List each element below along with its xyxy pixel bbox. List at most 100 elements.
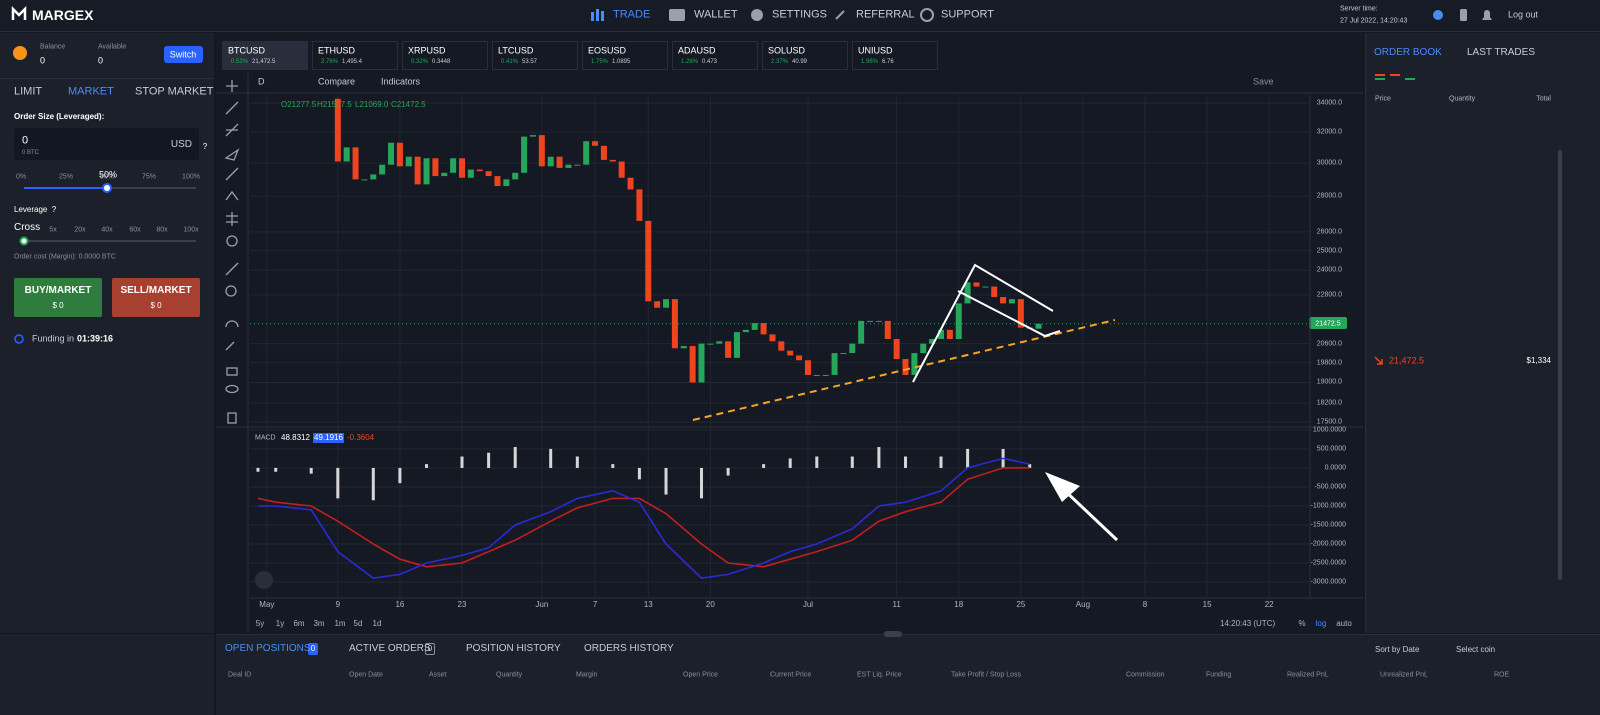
compare[interactable]: Compare — [318, 76, 356, 87]
label: MACD — [255, 434, 276, 442]
positions-tab[interactable]: ACTIVE ORDERS — [349, 643, 431, 654]
nav-link[interactable]: SETTINGS — [772, 8, 828, 21]
percent[interactable]: % — [1298, 619, 1306, 628]
order-tab[interactable]: STOP MARKET — [135, 85, 214, 98]
ticker-box[interactable] — [582, 41, 668, 70]
signal-line — [257, 467, 1030, 568]
macd-tick-label: -2000.0000 — [1310, 540, 1346, 548]
x-tick-label: Jul — [802, 600, 814, 609]
interval[interactable]: D — [258, 76, 265, 87]
save[interactable]: Save — [1253, 76, 1274, 87]
change: 2.37% — [771, 59, 789, 65]
arrow-shaft — [1060, 486, 1119, 542]
x-tick-label: 20 — [705, 600, 715, 609]
book-tab[interactable]: LAST TRADES — [1467, 47, 1535, 58]
nav-link[interactable]: WALLET — [694, 8, 738, 21]
range-button[interactable]: 1y — [275, 619, 285, 628]
y-tick-label: 32000.0 — [1316, 128, 1342, 136]
buy-button[interactable] — [14, 278, 102, 317]
symbol[interactable]: EOSUSD — [588, 45, 627, 56]
book-tab[interactable]: ORDER BOOK — [1374, 47, 1442, 58]
symbol[interactable]: ADAUSD — [678, 45, 716, 56]
range-button[interactable]: 5d — [353, 619, 363, 628]
y-tick-label: 24000.0 — [1316, 266, 1342, 274]
nav-link[interactable]: SUPPORT — [941, 8, 994, 21]
switch-button[interactable] — [164, 46, 203, 63]
ticker-box[interactable] — [492, 41, 578, 70]
order-tab[interactable]: LIMIT — [14, 85, 43, 98]
sort[interactable]: Sort by Date — [1375, 645, 1420, 654]
y-tick-label: 19000.0 — [1316, 378, 1342, 386]
logo: MARGEX — [32, 7, 94, 23]
order-size-input[interactable] — [14, 128, 199, 160]
range-button[interactable]: 5y — [255, 619, 265, 628]
macd-tick-label: 0.0000 — [1324, 464, 1346, 472]
ticker-box[interactable] — [672, 41, 758, 70]
positions-tab[interactable]: OPEN POSITIONS — [225, 643, 311, 654]
candle-body — [512, 172, 519, 180]
symbol[interactable]: LTCUSD — [498, 45, 534, 56]
auto[interactable]: auto — [1336, 619, 1352, 628]
logout[interactable]: Log out — [1508, 9, 1539, 20]
range-button[interactable]: 1d — [372, 619, 382, 628]
candle-body — [813, 374, 820, 376]
candle-body — [1000, 297, 1007, 304]
candle-body — [574, 164, 581, 166]
candle-body — [955, 303, 962, 340]
ticker-box[interactable] — [762, 41, 848, 70]
percent-slider-knob[interactable] — [102, 183, 112, 193]
sell-button[interactable] — [112, 278, 200, 317]
select-coin[interactable]: Select coin — [1456, 645, 1496, 654]
scroll-button[interactable] — [255, 571, 273, 589]
macd-histogram-bar — [425, 464, 429, 468]
positions-tab[interactable]: ORDERS HISTORY — [584, 643, 674, 654]
tab-underline — [0, 78, 214, 79]
price: 40.99 — [792, 59, 808, 65]
ticker-box[interactable] — [312, 41, 398, 70]
switch[interactable]: Switch — [169, 49, 197, 60]
price: 1,495.4 — [342, 59, 363, 65]
candle-body — [343, 147, 350, 162]
x-tick-label: 8 — [1142, 600, 1148, 609]
candle-body — [964, 282, 971, 304]
log[interactable]: log — [1315, 619, 1327, 628]
label[interactable]: BUY/MARKET — [24, 285, 92, 296]
book-column: Price — [1375, 95, 1391, 103]
badge — [308, 643, 318, 655]
ticker-box[interactable] — [402, 41, 488, 70]
nav-link[interactable]: TRADE — [613, 8, 651, 21]
y-tick-label: 19800.0 — [1316, 359, 1342, 367]
column-header: Deal ID — [228, 671, 252, 679]
last-price-box — [1309, 317, 1347, 329]
chart-panel — [216, 33, 1363, 633]
order-tab[interactable]: MARKET — [68, 85, 114, 98]
symbol[interactable]: SOLUSD — [768, 45, 806, 56]
funding-icon — [14, 334, 24, 344]
tab-count: 0 — [427, 644, 433, 653]
macd-histogram-bar — [549, 448, 553, 468]
candle-body — [796, 355, 803, 361]
candle-body — [547, 156, 554, 167]
range-button[interactable]: 6m — [293, 619, 305, 628]
last-total: $1,334 — [1526, 356, 1551, 365]
x-tick-label: 13 — [643, 600, 653, 609]
symbol[interactable]: ETHUSD — [318, 45, 356, 56]
positions-tab[interactable]: POSITION HISTORY — [466, 643, 561, 654]
macd-histogram-bar — [726, 467, 730, 476]
symbol[interactable]: UNIUSD — [858, 45, 893, 56]
candle-body — [698, 343, 705, 383]
label[interactable]: SELL/MARKET — [120, 285, 192, 296]
change: 0.41% — [501, 59, 519, 65]
leverage-slider-knob[interactable] — [19, 236, 29, 246]
range-button[interactable]: 1m — [334, 619, 346, 628]
indicators[interactable]: Indicators — [381, 76, 421, 87]
ticker-box[interactable] — [852, 41, 938, 70]
candle-body — [1035, 323, 1042, 329]
candle-body — [396, 142, 403, 167]
range-button[interactable]: 3m — [313, 619, 325, 628]
resize-handle[interactable] — [884, 631, 902, 637]
nav-link[interactable]: REFERRAL — [856, 8, 915, 21]
symbol[interactable]: XRPUSD — [408, 45, 446, 56]
macd-histogram-bar — [575, 456, 579, 468]
symbol[interactable]: BTCUSD — [228, 45, 266, 56]
